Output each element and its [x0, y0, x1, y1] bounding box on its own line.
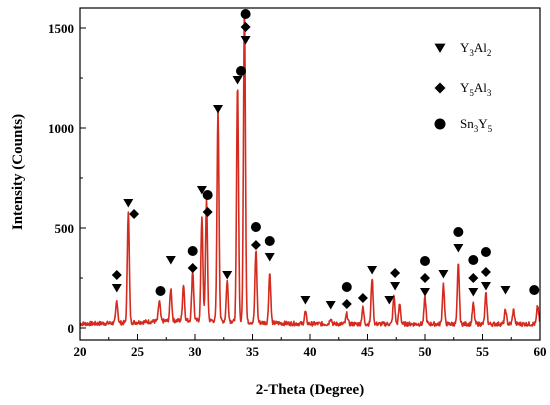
phase-markers [111, 9, 540, 310]
marker-triangle [367, 266, 378, 275]
x-tick-label: 55 [476, 344, 490, 359]
marker-diamond [111, 270, 122, 280]
x-tick-label: 30 [189, 344, 202, 359]
marker-circle [250, 222, 261, 232]
x-tick-label: 45 [361, 344, 375, 359]
marker-triangle [420, 288, 430, 297]
legend-diamond-icon [434, 82, 446, 94]
marker-circle [236, 66, 246, 76]
marker-circle [202, 190, 213, 200]
legend-triangle-icon [434, 43, 446, 53]
plot-area [79, 16, 541, 327]
marker-diamond [468, 273, 479, 283]
marker-triangle [300, 296, 311, 305]
marker-triangle [222, 271, 233, 280]
marker-circle [434, 118, 446, 130]
marker-triangle [213, 105, 223, 114]
x-tick-label: 35 [246, 344, 260, 359]
spectrum-line [79, 16, 541, 327]
marker-triangle [123, 199, 134, 208]
marker-triangle [438, 270, 449, 279]
marker-diamond [250, 240, 261, 250]
marker-triangle [264, 253, 275, 262]
marker-diamond [434, 82, 446, 94]
axis-ticks: 20 25 30 35 40 45 50 55 60 0 500 1000 1500 [48, 21, 547, 359]
marker-diamond [357, 293, 368, 303]
y-tick-label: 1000 [48, 121, 74, 136]
marker-triangle [325, 301, 336, 310]
legend-circle-icon [434, 118, 446, 130]
marker-circle [155, 286, 166, 296]
marker-diamond [341, 299, 352, 309]
y-axis-title: Intensity (Counts) [10, 114, 26, 230]
x-tick-label: 50 [419, 344, 432, 359]
marker-triangle [453, 244, 464, 253]
marker-circle [420, 256, 430, 266]
marker-circle [529, 285, 540, 295]
marker-triangle [434, 43, 446, 53]
marker-diamond [129, 209, 140, 219]
x-tick-label: 60 [534, 344, 547, 359]
marker-circle [341, 282, 352, 292]
legend-label-y5al3: Y5Al3 [460, 80, 492, 98]
marker-triangle [480, 282, 491, 291]
legend-label-y3al2: Y3Al2 [460, 40, 491, 58]
y-tick-label: 500 [55, 221, 75, 236]
marker-triangle [196, 186, 207, 195]
x-tick-label: 40 [304, 344, 317, 359]
marker-diamond [202, 207, 213, 217]
marker-triangle [390, 282, 401, 291]
legend: Y3Al2 Y5Al3 Sn3Y5 [434, 40, 493, 134]
x-tick-label: 20 [74, 344, 87, 359]
marker-triangle [165, 256, 176, 265]
marker-circle [468, 255, 479, 265]
legend-item-sn3y5: Sn3Y5 [434, 116, 493, 134]
marker-triangle [384, 296, 395, 305]
marker-triangle [468, 288, 479, 297]
legend-label-sn3y5: Sn3Y5 [460, 116, 493, 134]
legend-item-y5al3: Y5Al3 [434, 80, 492, 98]
marker-diamond [187, 263, 198, 273]
marker-circle [264, 236, 275, 246]
y-tick-label: 0 [68, 321, 75, 336]
marker-diamond [390, 268, 401, 278]
marker-triangle [240, 36, 251, 45]
legend-item-y3al2: Y3Al2 [434, 40, 491, 58]
x-axis-title: 2-Theta (Degree) [256, 382, 364, 398]
marker-diamond [480, 267, 491, 277]
marker-circle [240, 9, 251, 19]
marker-diamond [240, 22, 251, 32]
marker-circle [480, 247, 491, 257]
marker-diamond [420, 273, 430, 283]
marker-circle [453, 227, 464, 237]
marker-triangle [111, 284, 122, 293]
marker-triangle [500, 286, 511, 295]
marker-circle [187, 246, 198, 256]
marker-triangle [232, 76, 243, 85]
x-tick-label: 25 [131, 344, 145, 359]
y-tick-label: 1500 [48, 21, 74, 36]
